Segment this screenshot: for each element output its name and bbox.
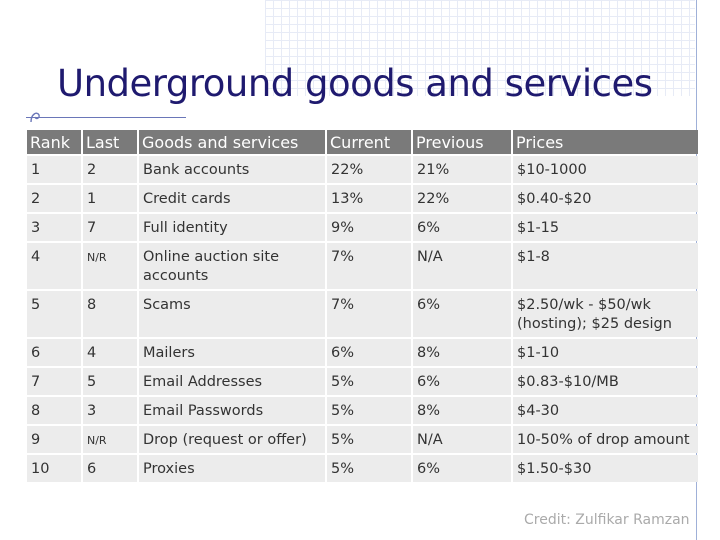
cell-goods: Online auction site accounts [139,243,325,289]
cell-current: 7% [327,291,411,337]
cell-goods: Full identity [139,214,325,241]
header-prices: Prices [513,130,698,154]
cell-current: 13% [327,185,411,212]
table-row: 7 5 Email Addresses 5% 6% $0.83-$10/MB [27,368,698,395]
cell-prices: 10-50% of drop amount [513,426,698,453]
table-row: 2 1 Credit cards 13% 22% $0.40-$20 [27,185,698,212]
credit-note: Credit: Zulfikar Ramzan [524,512,690,528]
cell-goods: Proxies [139,455,325,482]
header-last: Last [83,130,137,154]
cell-previous: 6% [413,214,511,241]
cell-last: 6 [83,455,137,482]
background-grid [265,0,695,96]
header-goods-and-services: Goods and services [139,130,325,154]
header-current: Current [327,130,411,154]
cell-last: 5 [83,368,137,395]
cell-previous: 8% [413,397,511,424]
cell-prices: $4-30 [513,397,698,424]
cell-last: 2 [83,156,137,183]
table-row: 4 N/R Online auction site accounts 7% N/… [27,243,698,289]
cell-last: 7 [83,214,137,241]
table-row: 1 2 Bank accounts 22% 21% $10-1000 [27,156,698,183]
cell-previous: 6% [413,291,511,337]
cell-previous: N/A [413,426,511,453]
cell-prices: $1.50-$30 [513,455,698,482]
cell-prices: $1-8 [513,243,698,289]
cell-current: 5% [327,397,411,424]
cell-prices: $1-15 [513,214,698,241]
cell-prices: $10-1000 [513,156,698,183]
cell-current: 5% [327,426,411,453]
cell-previous: 6% [413,368,511,395]
cell-goods: Email Passwords [139,397,325,424]
cell-rank: 5 [27,291,81,337]
cell-goods: Credit cards [139,185,325,212]
cell-rank: 7 [27,368,81,395]
cell-rank: 3 [27,214,81,241]
cell-last: 1 [83,185,137,212]
header-previous: Previous [413,130,511,154]
cell-goods: Drop (request or offer) [139,426,325,453]
table-row: 8 3 Email Passwords 5% 8% $4-30 [27,397,698,424]
cell-goods: Bank accounts [139,156,325,183]
cell-previous: 22% [413,185,511,212]
swirl-icon [30,112,40,123]
title-underline [26,117,186,118]
cell-last: N/R [83,426,137,453]
cell-prices: $0.40-$20 [513,185,698,212]
cell-prices: $1-10 [513,339,698,366]
table-header-row: Rank Last Goods and services Current Pre… [27,130,698,154]
cell-last: N/R [83,243,137,289]
cell-current: 7% [327,243,411,289]
header-rank: Rank [27,130,81,154]
cell-previous: 6% [413,455,511,482]
cell-rank: 4 [27,243,81,289]
cell-prices: $0.83-$10/MB [513,368,698,395]
cell-rank: 6 [27,339,81,366]
table-row: 6 4 Mailers 6% 8% $1-10 [27,339,698,366]
cell-prices: $2.50/wk - $50/wk (hosting); $25 design [513,291,698,337]
cell-last: 4 [83,339,137,366]
goods-table: Rank Last Goods and services Current Pre… [25,128,700,484]
cell-goods: Email Addresses [139,368,325,395]
cell-current: 5% [327,455,411,482]
cell-last: 3 [83,397,137,424]
cell-rank: 2 [27,185,81,212]
cell-last: 8 [83,291,137,337]
cell-current: 22% [327,156,411,183]
table-row: 3 7 Full identity 9% 6% $1-15 [27,214,698,241]
cell-rank: 8 [27,397,81,424]
cell-previous: 8% [413,339,511,366]
table-row: 5 8 Scams 7% 6% $2.50/wk - $50/wk (hosti… [27,291,698,337]
cell-previous: N/A [413,243,511,289]
cell-previous: 21% [413,156,511,183]
cell-rank: 10 [27,455,81,482]
cell-current: 6% [327,339,411,366]
table-row: 10 6 Proxies 5% 6% $1.50-$30 [27,455,698,482]
table-row: 9 N/R Drop (request or offer) 5% N/A 10-… [27,426,698,453]
cell-current: 5% [327,368,411,395]
cell-current: 9% [327,214,411,241]
cell-goods: Scams [139,291,325,337]
slide-title: Underground goods and services [57,62,653,105]
cell-rank: 9 [27,426,81,453]
cell-rank: 1 [27,156,81,183]
cell-goods: Mailers [139,339,325,366]
